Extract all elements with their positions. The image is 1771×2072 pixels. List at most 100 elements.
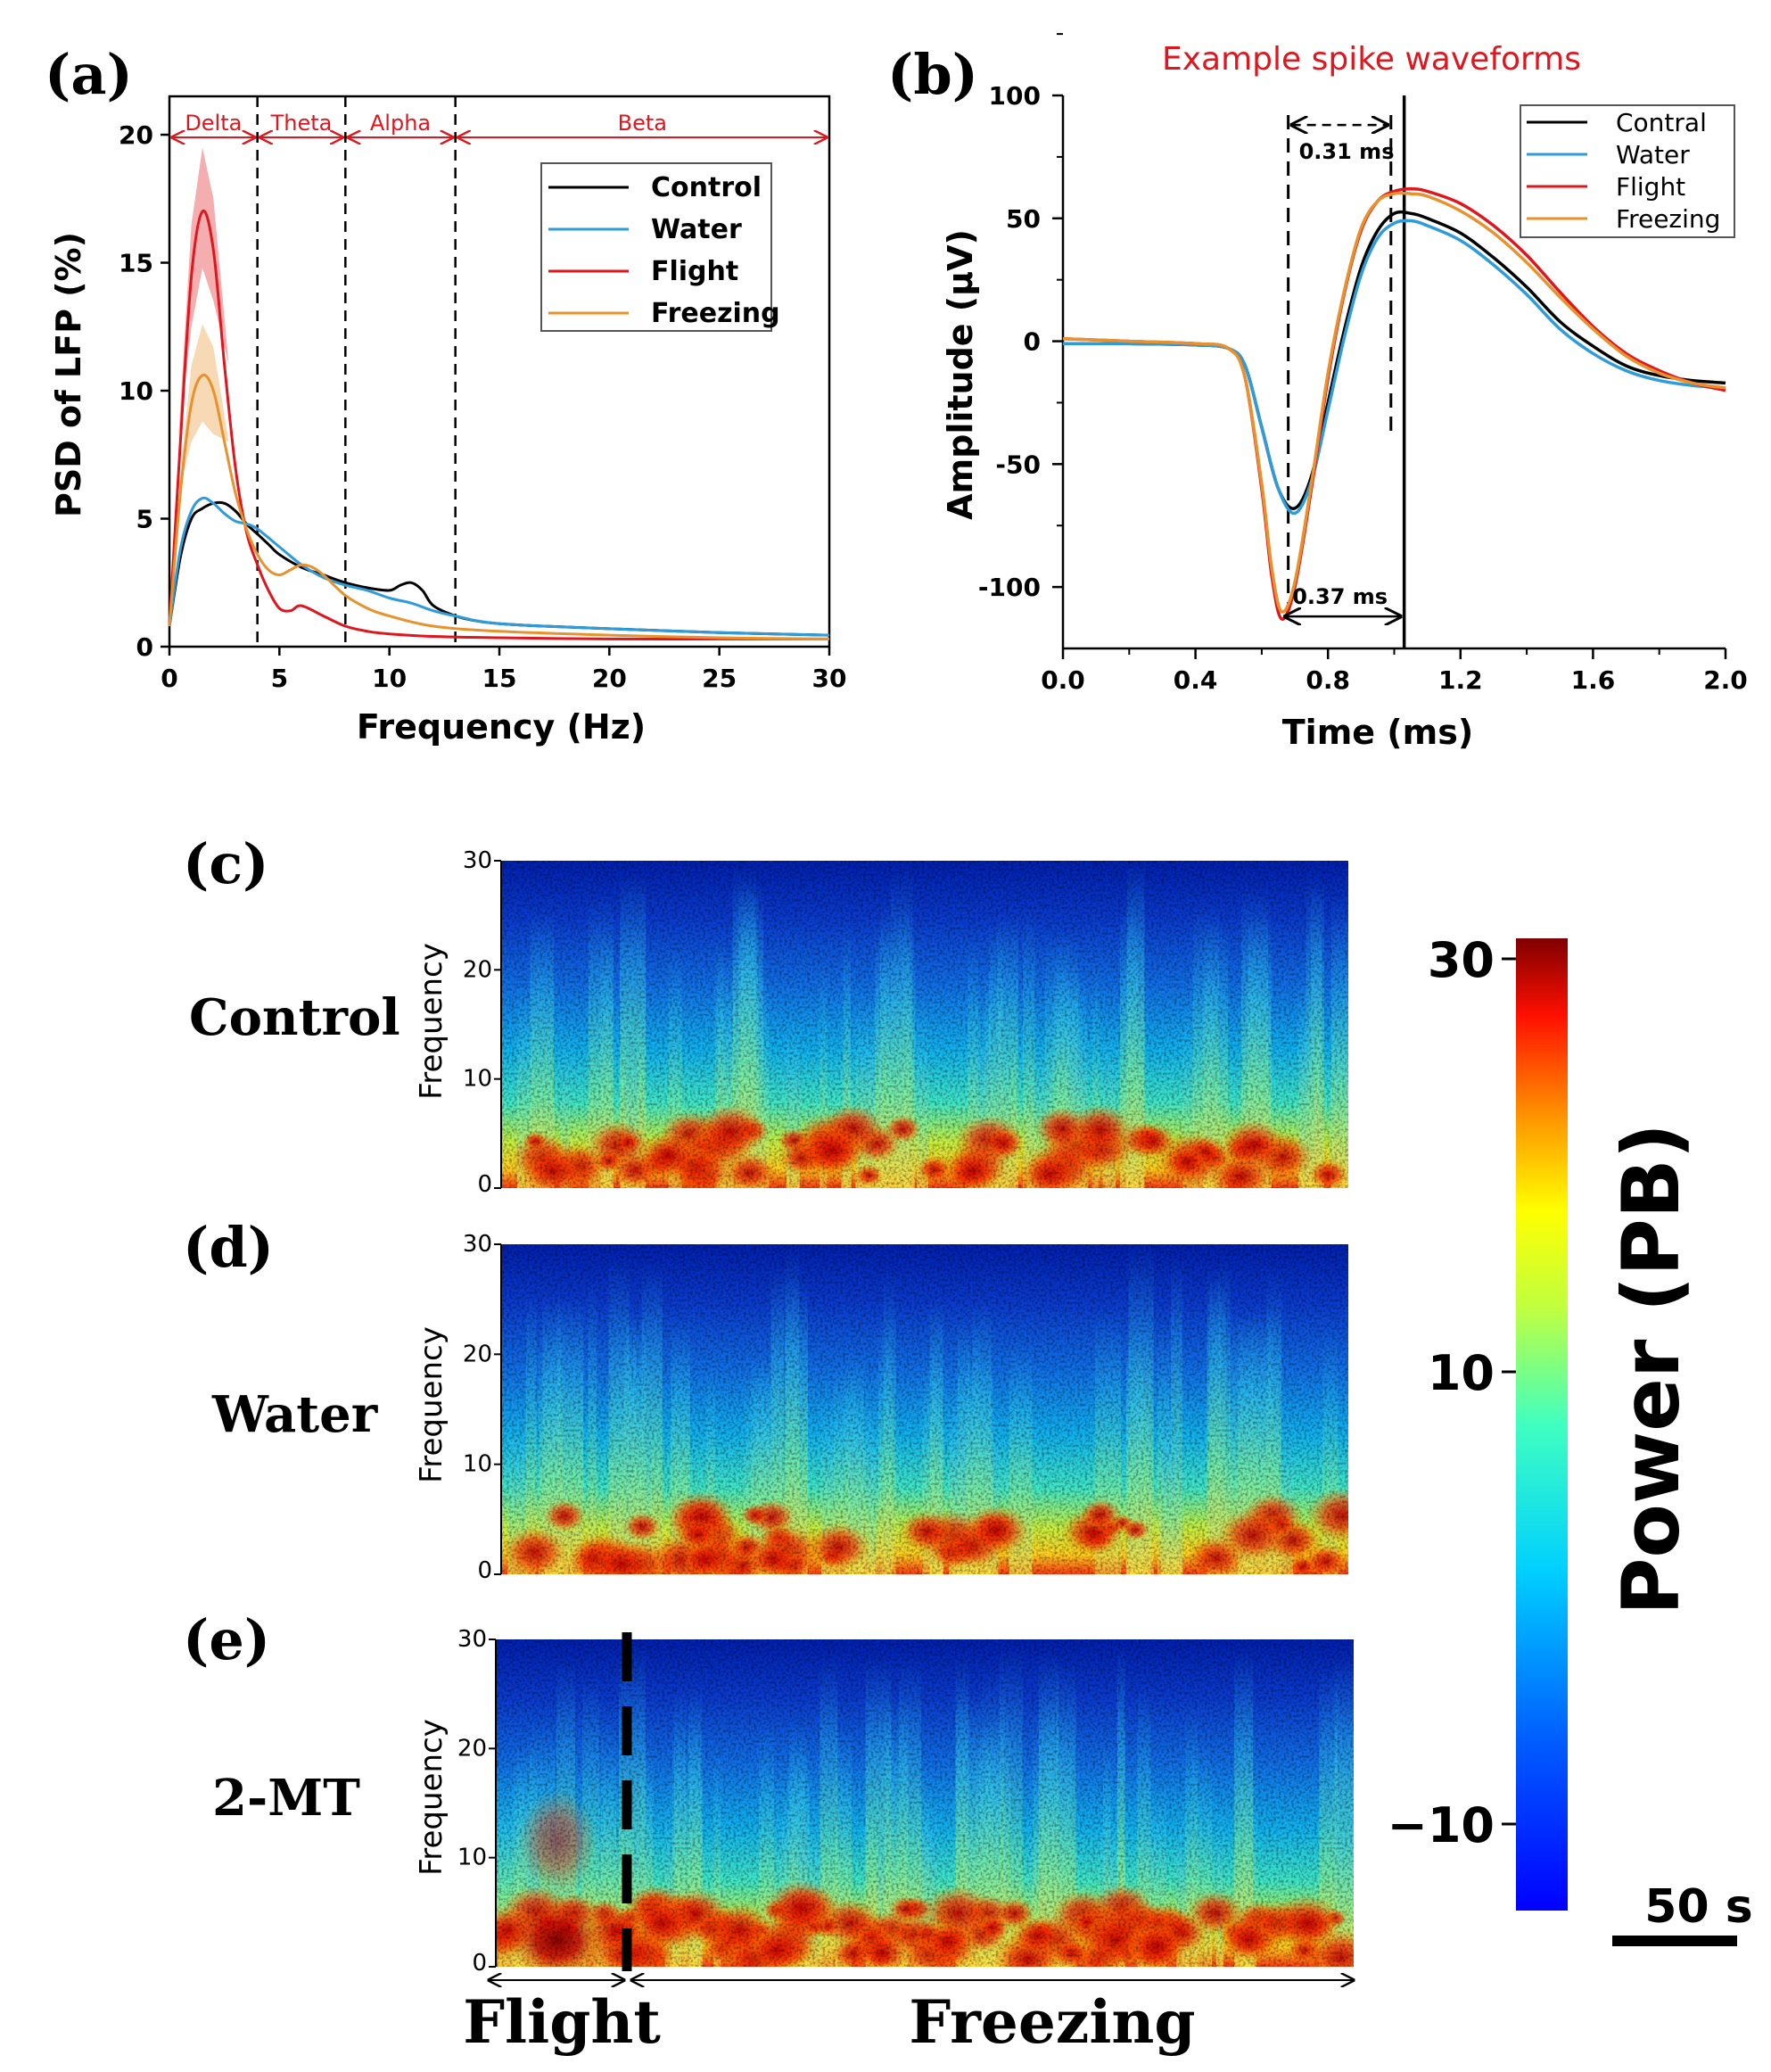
panel-a-xtick-label: 5	[271, 664, 288, 693]
legend-label-control: Control	[651, 172, 762, 203]
panel-a-ytick-label: 15	[119, 249, 153, 278]
panel-a-ytick-label: 0	[136, 632, 153, 662]
series-line-flight	[168, 209, 829, 640]
panel-b-xtick-label: 2.0	[1703, 665, 1748, 695]
panel-a-xtick-label: 0	[161, 664, 177, 693]
spectrogram-noise	[501, 861, 1348, 1188]
panel-b-spike-chart: (b) Example spike waveforms 0.0 0.4 0.8 1.2…	[887, 33, 1748, 752]
panel-b-ytick-label: 100	[989, 81, 1041, 111]
panel-b-xlabel: Time (ms)	[1282, 713, 1474, 752]
panel-d-row-label: Water	[211, 1385, 379, 1444]
spectrogram-ytick-label: 20	[463, 1341, 492, 1367]
spectrogram-noise	[496, 1639, 1354, 1967]
series-line-freezing	[1062, 191, 1726, 614]
legend-label-flight: Flight	[651, 256, 738, 287]
interval-label: 0.31 ms	[1299, 139, 1395, 164]
spectrogram-ytick-label: 0	[472, 1950, 487, 1977]
panel-a-legend: Control Water Flight Freezing	[540, 162, 780, 332]
panel-a-psd-chart: (a) 0 5 10 15 20 25 30 0 5 10 15 20 Delta Theta Alpha B…	[45, 42, 846, 747]
spectrogram-image	[501, 861, 1348, 1188]
spectrogram-noise	[501, 1244, 1348, 1574]
legend-label-contral: Contral	[1616, 108, 1707, 137]
band-label-beta: Beta	[618, 111, 667, 136]
panel-b-xtick-label: 1.2	[1438, 665, 1483, 695]
panel-d-letter: (d)	[183, 1215, 274, 1280]
panel-e-plot-area: 0 10 20 30	[457, 1626, 1378, 1986]
panel-a-xtick-label: 20	[592, 664, 627, 693]
phase-label-freezing: Freezing	[909, 1987, 1195, 2057]
panel-a-xtick-label: 15	[482, 664, 517, 693]
colorbar-label-minus10: −10	[1388, 1797, 1495, 1853]
panel-c-ylabel: Frequency	[414, 943, 449, 1100]
colorbar-gradient	[1516, 938, 1568, 1911]
spectrogram-ytick-label: 20	[463, 956, 492, 983]
legend-label-freezing: Freezing	[1616, 204, 1720, 234]
legend-label-flight: Flight	[1616, 172, 1685, 202]
sd-band-freezing	[177, 324, 229, 493]
spectrogram-ytick-label: 30	[463, 1231, 492, 1258]
spectrogram-ytick-label: 10	[463, 1066, 492, 1093]
panel-b-title: Example spike waveforms	[1162, 41, 1581, 78]
panel-c-letter: (c)	[183, 831, 268, 896]
panel-c-row-label: Control	[189, 988, 400, 1047]
panel-a-ylabel: PSD of LFP (%)	[49, 232, 88, 517]
colorbar-title: Power (PB)	[1605, 1123, 1697, 1615]
panel-e-ylabel: Frequency	[414, 1719, 449, 1876]
panel-b-ytick-label: -50	[995, 450, 1041, 479]
series-line-contral	[1062, 210, 1726, 510]
legend-label-water: Water	[651, 214, 742, 245]
colorbar-label-30: 30	[1428, 932, 1495, 988]
panel-e-spectrogram: (e) 2-MT 0 10 20 30 Frequency Flight Freezi…	[183, 1607, 1377, 2057]
series-line-water	[1062, 219, 1726, 516]
band-label-theta: Theta	[270, 111, 333, 136]
panel-b-ytick-label: -100	[978, 573, 1041, 602]
series-line-flight	[1062, 186, 1726, 621]
panel-b-letter: (b)	[887, 42, 978, 107]
spectrogram-ytick-label: 0	[477, 1171, 492, 1198]
panel-e-letter: (e)	[183, 1607, 270, 1672]
panel-b-ytick-label: 0	[1024, 327, 1041, 357]
panel-b-legend-box	[1520, 104, 1735, 238]
panel-b-ylabel: Amplitude (μV)	[941, 229, 980, 520]
scale-bar-label: 50 s	[1644, 1880, 1752, 1934]
panel-b-ytick-label: 50	[1006, 204, 1041, 234]
colorbar: 30 10 −10 Power (PB) 50 s	[1388, 932, 1753, 1946]
spectrogram-ytick-label: 20	[457, 1735, 487, 1762]
band-label-alpha: Alpha	[370, 111, 431, 136]
colorbar-label-10: 10	[1428, 1345, 1495, 1401]
interval-label: 0.37 ms	[1292, 584, 1388, 609]
spectrogram-image	[496, 1639, 1354, 1967]
spectrogram-ytick-label: 10	[463, 1451, 492, 1478]
spectrogram-image	[501, 1244, 1348, 1574]
panel-a-xlabel: Frequency (Hz)	[357, 707, 646, 747]
panel-a-ytick-label: 5	[136, 505, 153, 534]
spectrogram-ytick-label: 10	[457, 1845, 487, 1871]
panel-b-xtick-label: 1.6	[1571, 665, 1616, 695]
band-label-delta: Delta	[185, 111, 242, 136]
panel-a-xtick-label: 10	[372, 664, 407, 693]
panel-a-xtick-label: 25	[702, 664, 737, 693]
panel-a-plot-area: 0 5 10 15 20 25 30 0 5 10 15 20 Delta Theta Alpha Beta C…	[119, 95, 847, 693]
panel-a-letter: (a)	[45, 42, 133, 107]
panel-e-row-label: 2-MT	[212, 1769, 360, 1828]
panel-a-xtick-label: 30	[812, 664, 847, 693]
scale-bar	[1612, 1936, 1737, 1946]
panel-b-xtick-label: 0.4	[1174, 665, 1218, 695]
spectrogram-ytick-label: 0	[477, 1557, 492, 1584]
legend-label-water: Water	[1616, 140, 1690, 169]
panel-c-spectrogram: (c) Control 0 10 20 30 Frequency	[183, 831, 1348, 1198]
panel-b-xtick-label: 0.8	[1306, 665, 1350, 695]
legend-label-freezing: Freezing	[651, 298, 780, 329]
panel-a-ytick-label: 20	[119, 120, 153, 150]
panel-d-plot-area: 0 10 20 30	[463, 1231, 1348, 1584]
panel-d-ylabel: Frequency	[414, 1326, 449, 1483]
panel-a-legend-box	[540, 162, 772, 332]
panel-a-ytick-label: 10	[119, 376, 153, 406]
spectrogram-streak	[1353, 1728, 1354, 1967]
series-line-water	[168, 496, 830, 637]
series-line-freezing	[168, 373, 830, 640]
panel-d-spectrogram: (d) Water 0 10 20 30 Frequency	[183, 1215, 1348, 1584]
phase-label-flight: Flight	[463, 1987, 661, 2057]
